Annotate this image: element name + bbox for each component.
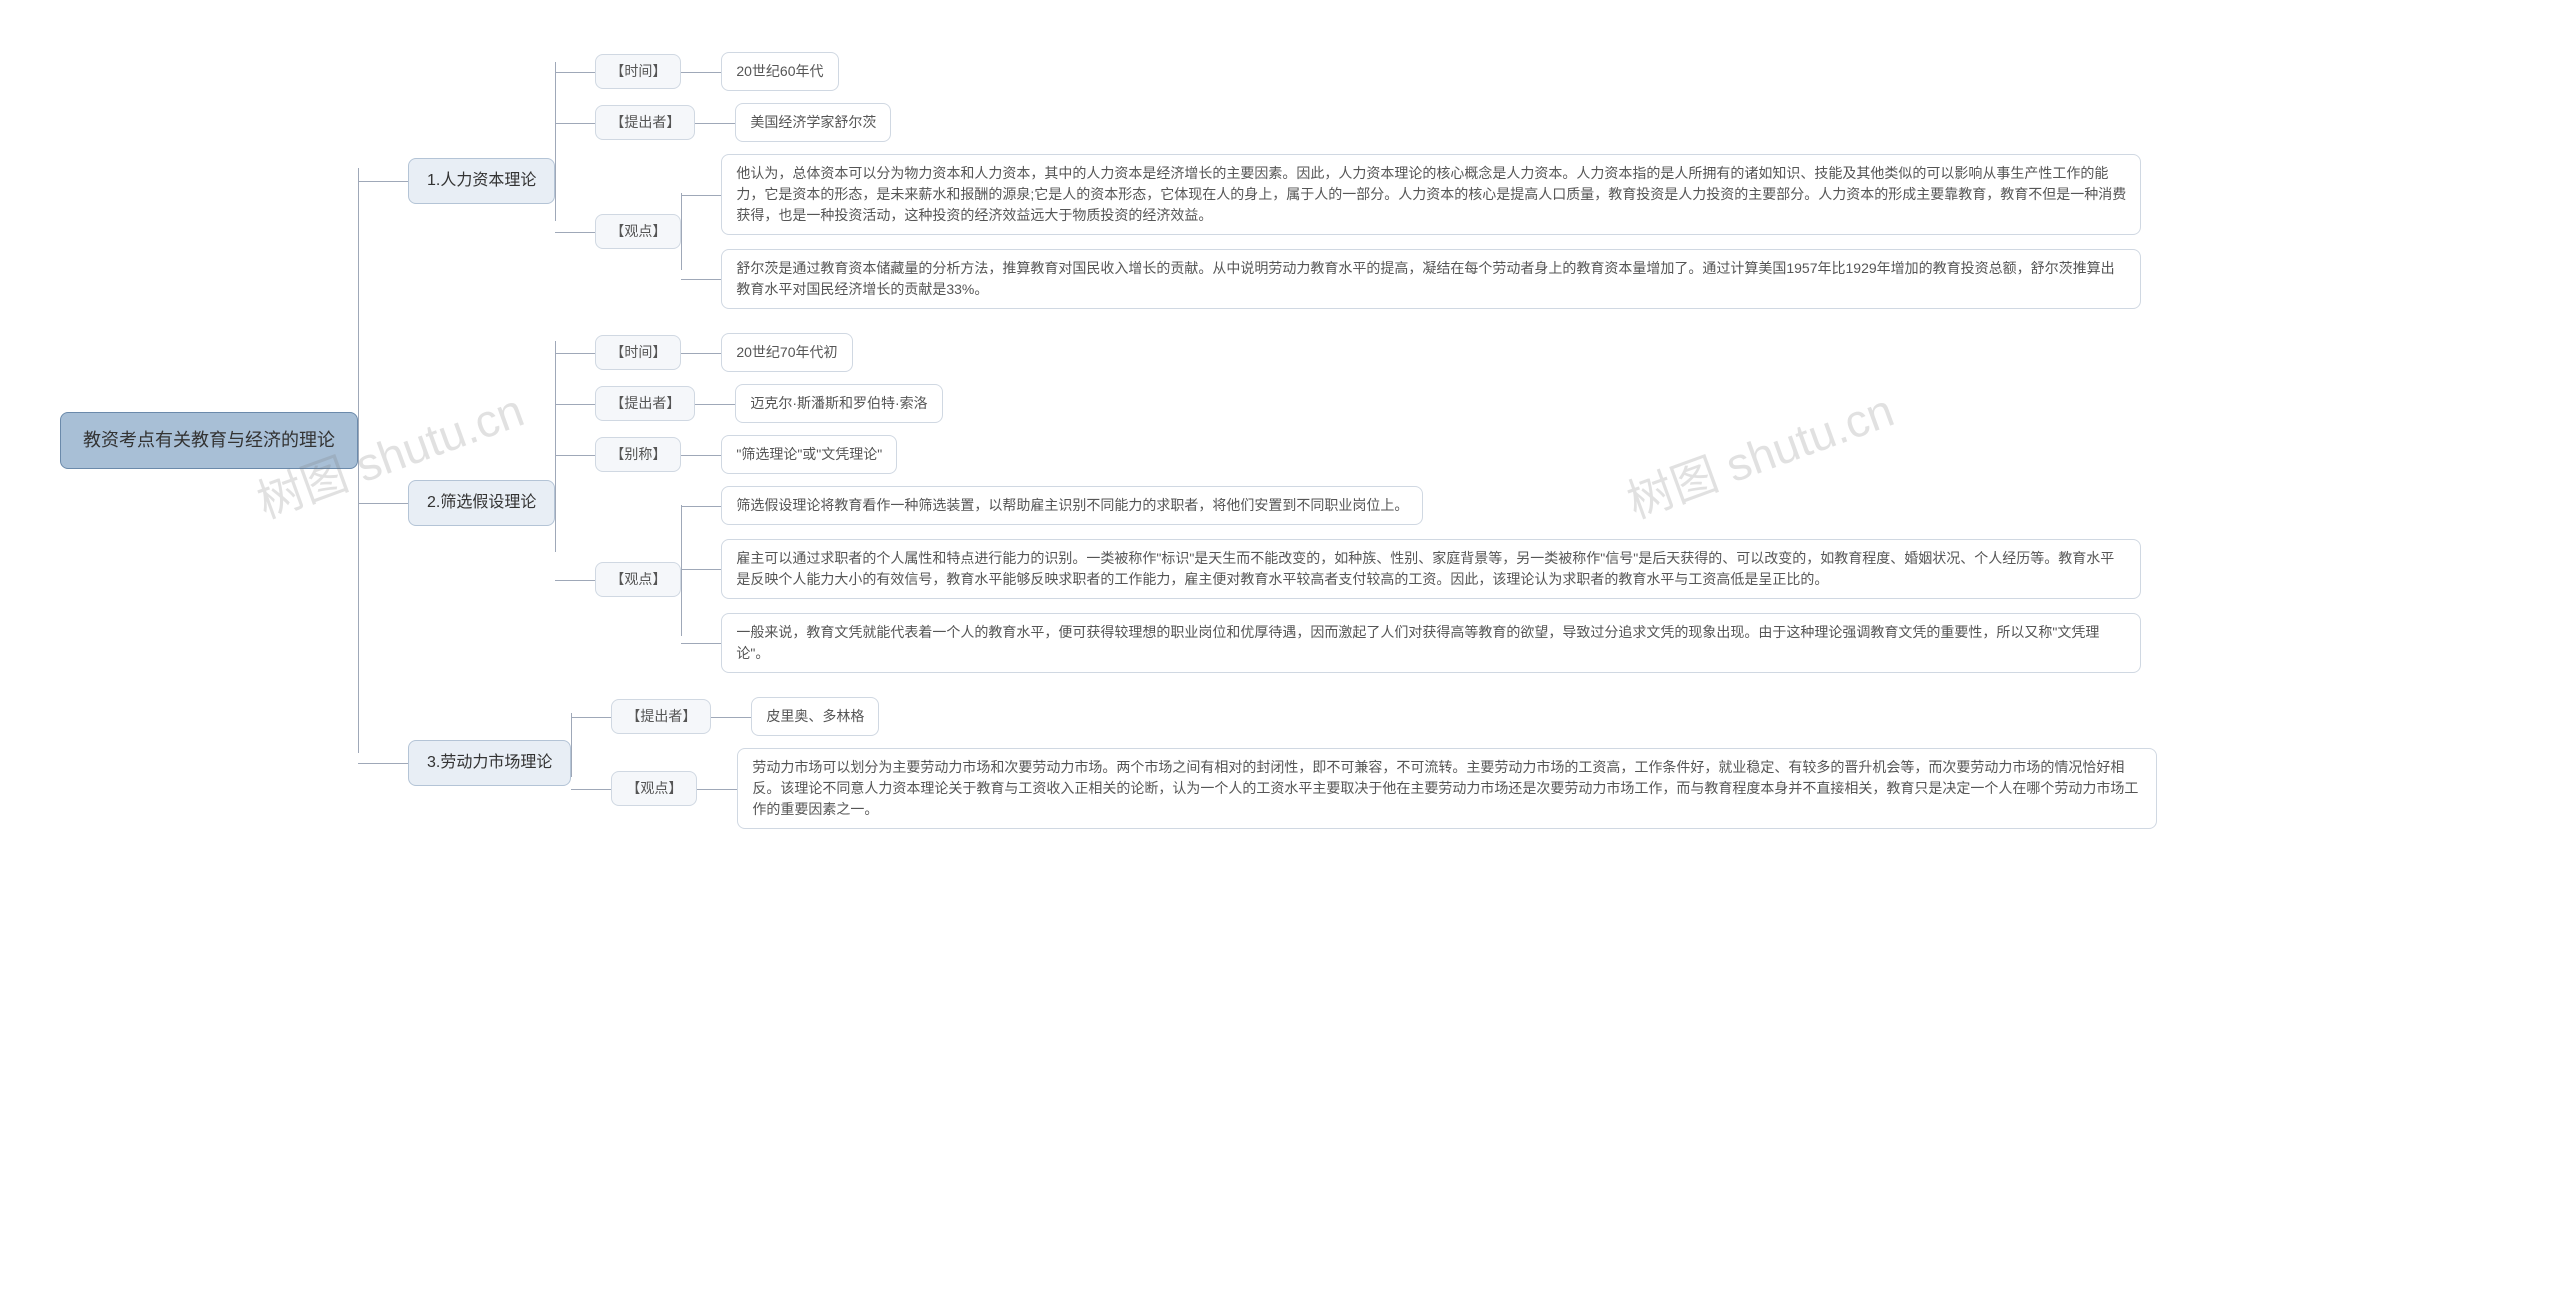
root-node: 教资考点有关教育与经济的理论 [60, 412, 358, 469]
leaf-node: 雇主可以通过求职者的个人属性和特点进行能力的识别。一类被称作"标识"是天生而不能… [721, 539, 2141, 599]
attr-row: 【观点】 劳动力市场可以划分为主要劳动力市场和次要劳动力市场。两个市场之间有相对… [611, 742, 2157, 835]
leaf-col: "筛选理论"或"文凭理论" [721, 435, 897, 474]
leaf-node: 皮里奥、多林格 [751, 697, 879, 736]
mindmap-root: 教资考点有关教育与经济的理论 1.人力资本理论 【时间】 20世纪60年代 【提… [60, 40, 2157, 841]
leaf-node: 美国经济学家舒尔茨 [735, 103, 891, 142]
branches-container: 1.人力资本理论 【时间】 20世纪60年代 【提出者】 美国经济学家舒尔茨 [408, 40, 2157, 841]
attr-row: 【提出者】 皮里奥、多林格 [611, 691, 2157, 742]
leaf-col: 美国经济学家舒尔茨 [735, 103, 891, 142]
leaf-node: "筛选理论"或"文凭理论" [721, 435, 897, 474]
branch-row-2: 2.筛选假设理论 【时间】 20世纪70年代初 【提出者】 迈克尔·斯潘斯和罗伯… [408, 321, 2157, 685]
attr-row: 【时间】 20世纪60年代 [595, 46, 2141, 97]
attr-row: 【时间】 20世纪70年代初 [595, 327, 2141, 378]
attr-node: 【提出者】 [595, 386, 695, 421]
attr-row: 【别称】 "筛选理论"或"文凭理论" [595, 429, 2141, 480]
attr-row: 【提出者】 美国经济学家舒尔茨 [595, 97, 2141, 148]
leaf-node: 筛选假设理论将教育看作一种筛选装置，以帮助雇主识别不同能力的求职者，将他们安置到… [721, 486, 1423, 525]
branch-row-3: 3.劳动力市场理论 【提出者】 皮里奥、多林格 【观点】 劳动力市场可以划分为主… [408, 685, 2157, 841]
leaf-col: 劳动力市场可以划分为主要劳动力市场和次要劳动力市场。两个市场之间有相对的封闭性，… [737, 748, 2157, 829]
branch-row-1: 1.人力资本理论 【时间】 20世纪60年代 【提出者】 美国经济学家舒尔茨 [408, 40, 2157, 321]
attr-row: 【观点】 筛选假设理论将教育看作一种筛选装置，以帮助雇主识别不同能力的求职者，将… [595, 480, 2141, 679]
leaf-col: 筛选假设理论将教育看作一种筛选装置，以帮助雇主识别不同能力的求职者，将他们安置到… [721, 486, 2141, 673]
branch-2-attrs: 【时间】 20世纪70年代初 【提出者】 迈克尔·斯潘斯和罗伯特·索洛 【别称】… [595, 327, 2141, 679]
leaf-node: 舒尔茨是通过教育资本储藏量的分析方法，推算教育对国民收入增长的贡献。从中说明劳动… [721, 249, 2141, 309]
attr-node: 【观点】 [611, 771, 697, 806]
attr-node: 【提出者】 [595, 105, 695, 140]
leaf-col: 皮里奥、多林格 [751, 697, 879, 736]
attr-node: 【时间】 [595, 54, 681, 89]
leaf-node: 一般来说，教育文凭就能代表着一个人的教育水平，便可获得较理想的职业岗位和优厚待遇… [721, 613, 2141, 673]
attr-node: 【提出者】 [611, 699, 711, 734]
attr-row: 【观点】 他认为，总体资本可以分为物力资本和人力资本，其中的人力资本是经济增长的… [595, 148, 2141, 315]
leaf-node: 20世纪60年代 [721, 52, 838, 91]
attr-node: 【别称】 [595, 437, 681, 472]
leaf-node: 他认为，总体资本可以分为物力资本和人力资本，其中的人力资本是经济增长的主要因素。… [721, 154, 2141, 235]
leaf-col: 他认为，总体资本可以分为物力资本和人力资本，其中的人力资本是经济增长的主要因素。… [721, 154, 2141, 309]
branch-node-3: 3.劳动力市场理论 [408, 740, 571, 786]
branch-node-2: 2.筛选假设理论 [408, 480, 555, 526]
attr-node: 【时间】 [595, 335, 681, 370]
attr-node: 【观点】 [595, 214, 681, 249]
leaf-node: 迈克尔·斯潘斯和罗伯特·索洛 [735, 384, 942, 423]
leaf-col: 20世纪60年代 [721, 52, 838, 91]
attr-row: 【提出者】 迈克尔·斯潘斯和罗伯特·索洛 [595, 378, 2141, 429]
branch-3-attrs: 【提出者】 皮里奥、多林格 【观点】 劳动力市场可以划分为主要劳动力市场和次要劳… [611, 691, 2157, 835]
leaf-col: 迈克尔·斯潘斯和罗伯特·索洛 [735, 384, 942, 423]
leaf-node: 劳动力市场可以划分为主要劳动力市场和次要劳动力市场。两个市场之间有相对的封闭性，… [737, 748, 2157, 829]
branch-1-attrs: 【时间】 20世纪60年代 【提出者】 美国经济学家舒尔茨 【观点】 他认为 [595, 46, 2141, 315]
leaf-node: 20世纪70年代初 [721, 333, 852, 372]
attr-node: 【观点】 [595, 562, 681, 597]
branch-node-1: 1.人力资本理论 [408, 158, 555, 204]
leaf-col: 20世纪70年代初 [721, 333, 852, 372]
